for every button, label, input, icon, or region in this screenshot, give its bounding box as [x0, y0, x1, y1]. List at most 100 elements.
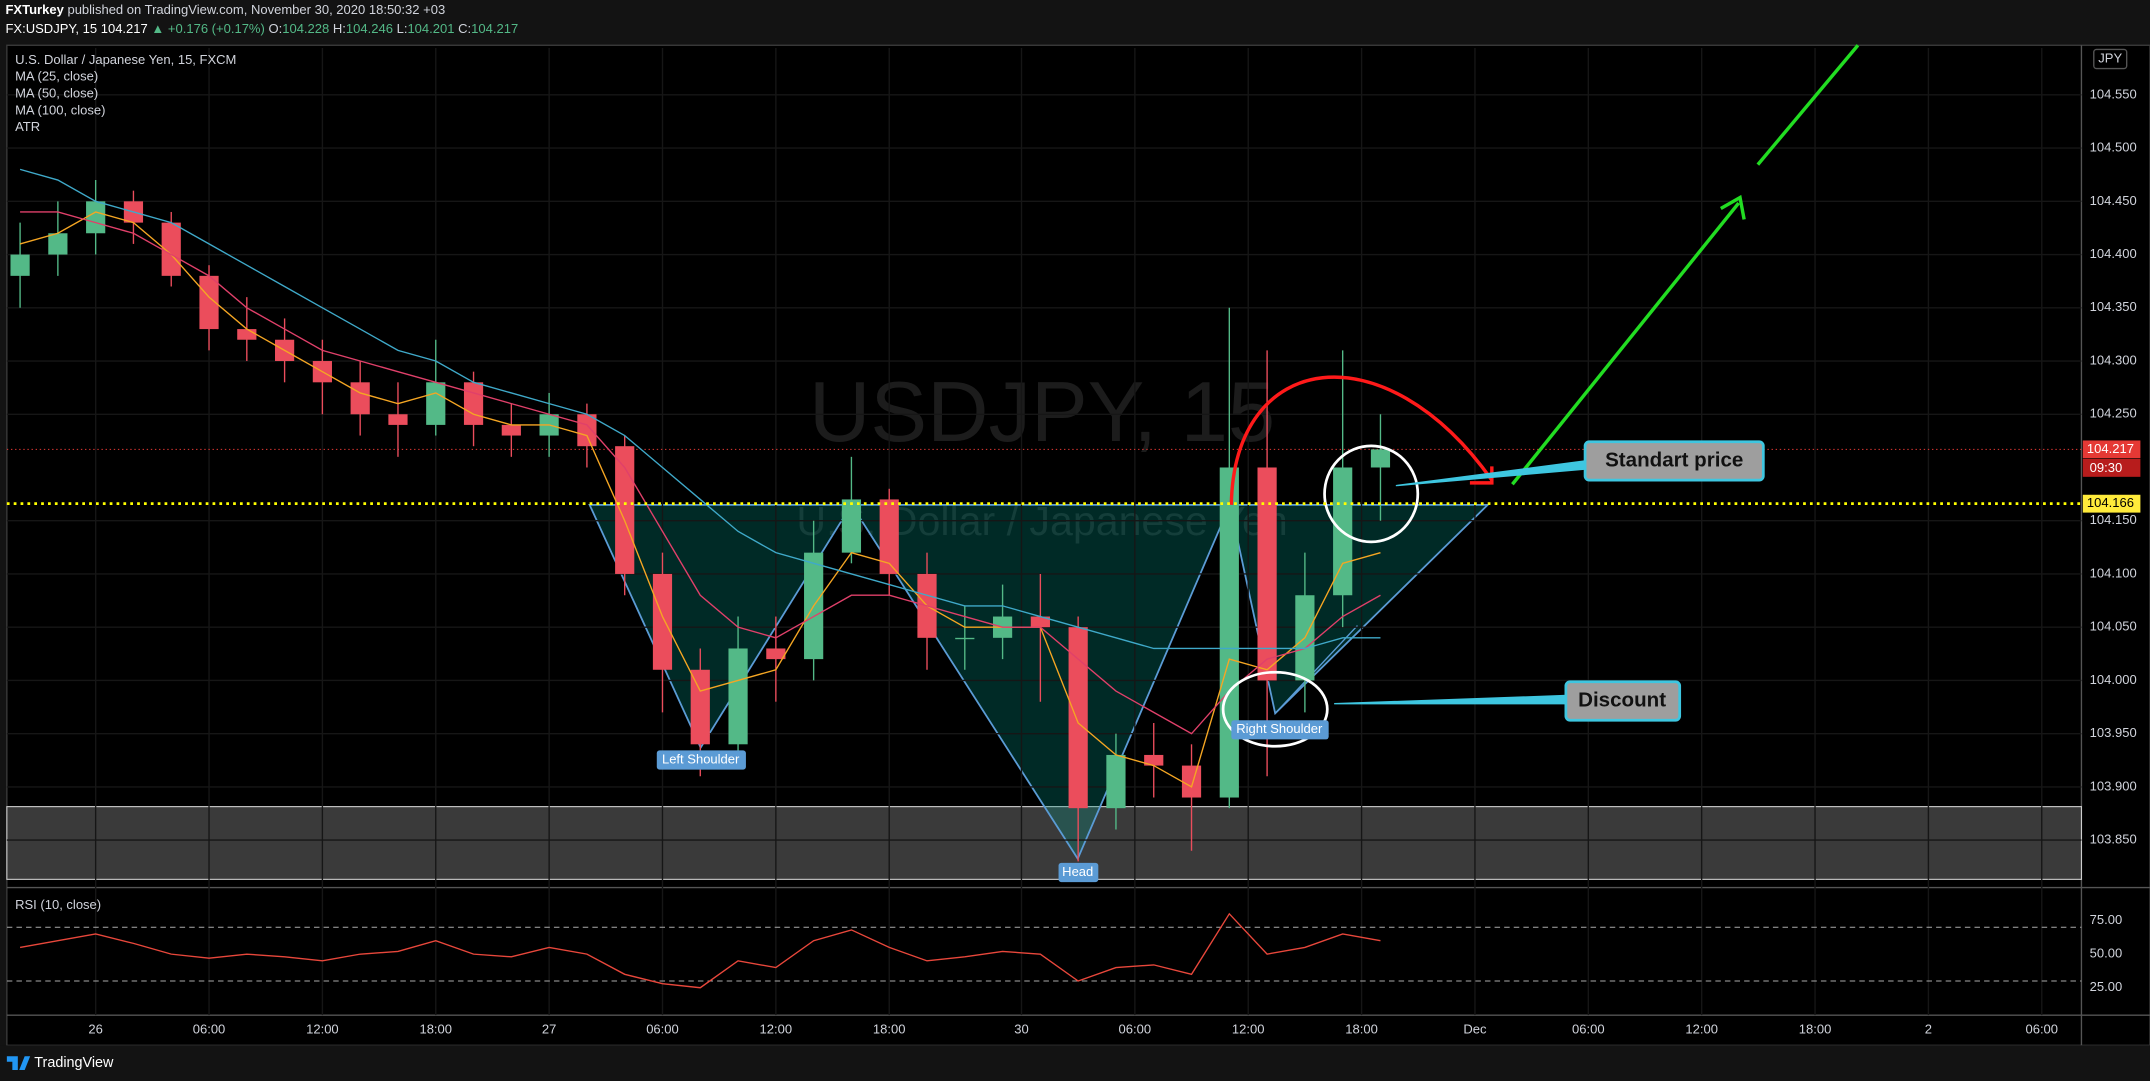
y-tick-label: 104.050: [2090, 619, 2137, 634]
pattern-label: Right Shoulder: [1236, 721, 1323, 736]
x-tick-label: 30: [1014, 1022, 1028, 1037]
rsi-line: [19, 912, 1381, 989]
label-box: [1058, 862, 1099, 883]
arc: [1229, 375, 1494, 505]
quote: FX:USDJPY, 15 104.217 ▲ +0.176 (+0.17%) …: [5, 22, 518, 37]
y-tick-label: 104.250: [2090, 406, 2137, 421]
zone: [6, 806, 2082, 880]
l: 104.201: [407, 22, 454, 37]
arrow: [1756, 44, 1860, 166]
chart-title: U.S. Dollar / Japanese Yen, 15, FXCM: [15, 52, 236, 67]
candle-body: [1219, 467, 1239, 798]
pattern-line: [1274, 625, 1358, 714]
price-label-box: [2082, 440, 2141, 459]
candle-body: [1257, 467, 1277, 681]
candle-body: [1144, 754, 1164, 766]
candle-body: [86, 201, 106, 234]
brand: TradingView: [34, 1055, 114, 1071]
o-label: O:: [268, 22, 282, 37]
x-tick-label: 12:00: [1685, 1022, 1718, 1037]
candle-body: [879, 499, 899, 574]
x-tick-label: 18:00: [873, 1022, 906, 1037]
y-tick-label: 104.500: [2090, 140, 2137, 155]
countdown-box: [2082, 458, 2141, 477]
callout: [1583, 440, 1765, 482]
rsi-tick-label: 50.00: [2090, 946, 2123, 961]
callout: [1564, 680, 1682, 722]
c-label: C:: [458, 22, 471, 37]
legend-item: RSI (10, close): [15, 897, 101, 912]
pattern-label: Left Shoulder: [662, 751, 740, 766]
x-tick-label: 06:00: [193, 1022, 226, 1037]
x-tick-label: 27: [542, 1022, 556, 1037]
candle-body: [1106, 754, 1126, 809]
label-box: [1231, 720, 1329, 740]
y-tick-label: 104.450: [2090, 193, 2137, 208]
candle-body: [766, 648, 786, 660]
y-tick-label: 104.400: [2090, 246, 2137, 261]
y-tick-label: 104.150: [2090, 512, 2137, 527]
pattern-label: Head: [1062, 864, 1093, 879]
x-tick-label: 18:00: [1345, 1022, 1378, 1037]
candle-body: [615, 446, 635, 574]
x-tick-label: 06:00: [1572, 1022, 1605, 1037]
circle: [1221, 670, 1329, 748]
countdown: 09:30: [2090, 460, 2123, 475]
candle-body: [48, 233, 68, 255]
currency: JPY: [2098, 50, 2122, 65]
last: 104.217: [101, 22, 148, 37]
y-tick-label: 103.950: [2090, 725, 2137, 740]
callout-text: Discount: [1578, 688, 1666, 711]
candle-body: [161, 222, 181, 276]
y-tick-label: 104.300: [2090, 352, 2137, 367]
candle-body: [199, 275, 219, 330]
o: 104.228: [282, 22, 329, 37]
x-tick-label: 06:00: [646, 1022, 679, 1037]
symbol: FX:USDJPY, 15: [5, 22, 97, 37]
candle-body: [690, 669, 710, 745]
candle-body: [1068, 627, 1088, 809]
legend-item: MA (25, close): [15, 68, 98, 83]
arrow: [1511, 201, 1740, 486]
price-label-box: [2082, 494, 2141, 513]
circle: [1323, 444, 1420, 544]
rsi-pane: [6, 912, 2082, 989]
footer: [0, 1045, 2150, 1081]
rsi-tick-label: 75.00: [2090, 912, 2123, 927]
candle-body: [10, 254, 30, 276]
rsi-tick-label: 25.00: [2090, 979, 2123, 994]
candle-body: [652, 573, 673, 670]
y-tick-label: 104.100: [2090, 565, 2137, 580]
candle-body: [955, 637, 975, 640]
candle-body: [426, 382, 446, 425]
candle-body: [728, 648, 748, 745]
h: 104.246: [346, 22, 393, 37]
x-tick-label: 18:00: [1799, 1022, 1832, 1037]
l-label: L:: [397, 22, 408, 37]
candle-body: [1030, 616, 1050, 628]
publisher: FXTurkey: [5, 2, 64, 17]
x-tick-label: 06:00: [2025, 1022, 2058, 1037]
price-pane: [6, 168, 2082, 862]
x-tick-label: 12:00: [760, 1022, 793, 1037]
y-tick-label: 103.900: [2090, 778, 2137, 793]
logo: [6, 1056, 31, 1071]
x-tick-label: 12:00: [306, 1022, 339, 1037]
header: FXTurkey published on TradingView.com, N…: [5, 2, 445, 17]
label-box: [656, 750, 746, 770]
published: published on TradingView.com, November 3…: [67, 2, 445, 17]
x-tick-label: 2: [1925, 1022, 1932, 1037]
y-tick-label: 103.850: [2090, 832, 2137, 847]
y-tick-label: 104.350: [2090, 299, 2137, 314]
x-tick-label: 12:00: [1232, 1022, 1265, 1037]
h-label: H:: [333, 22, 346, 37]
candle-body: [501, 424, 521, 436]
c: 104.217: [471, 22, 518, 37]
legend-item: ATR: [15, 119, 40, 134]
x-tick-label: 26: [88, 1022, 102, 1037]
candle-body: [463, 382, 484, 425]
price-label: 104.166: [2087, 495, 2134, 510]
legend-item: MA (100, close): [15, 103, 105, 118]
change: ▲ +0.176 (+0.17%): [151, 22, 264, 37]
